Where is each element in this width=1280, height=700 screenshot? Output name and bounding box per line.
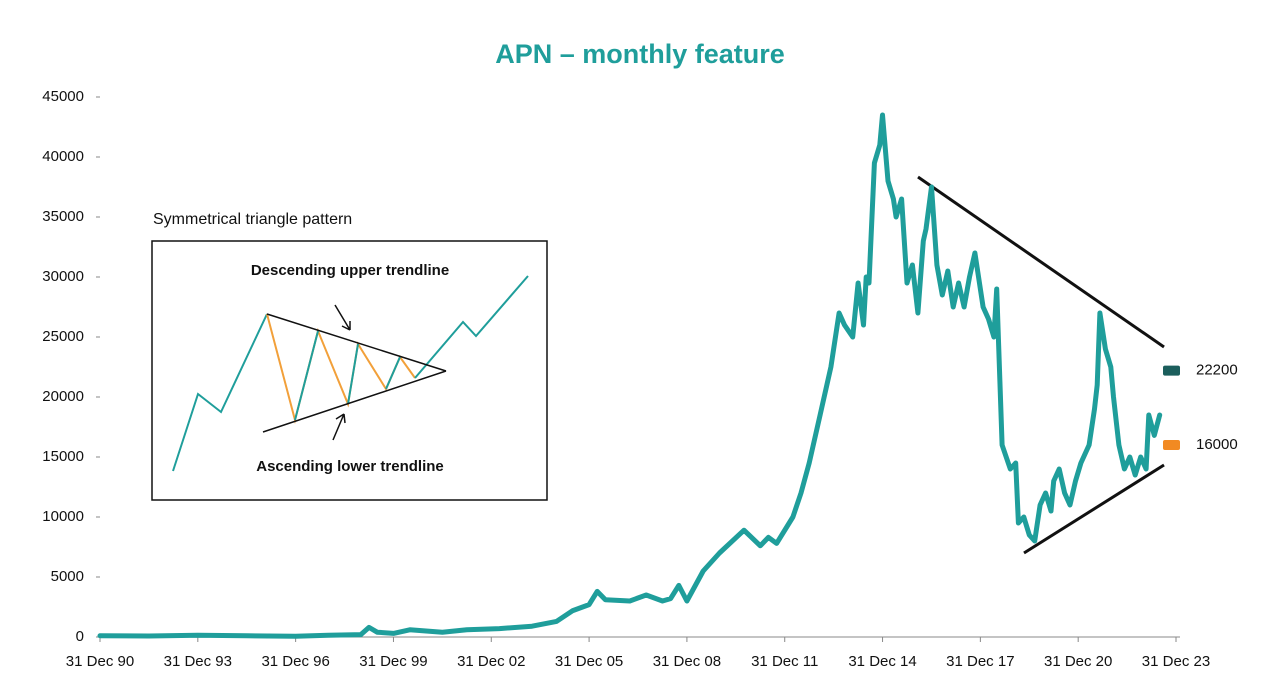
y-tick-label: 35000 (42, 208, 84, 225)
lower-trendline (1023, 463, 1165, 555)
level-marker (1163, 440, 1180, 450)
level-label: 16000 (1196, 436, 1238, 453)
inset-arrow (334, 304, 351, 331)
y-tick-label: 10000 (42, 508, 84, 525)
inset-upper-label: Descending upper trendline (251, 262, 449, 279)
inset-zigzag-up (294, 330, 319, 421)
level-label: 22200 (1196, 362, 1238, 379)
x-tick-label: 31 Dec 20 (1044, 653, 1112, 670)
y-tick-label: 30000 (42, 268, 84, 285)
inset-breakout (414, 275, 529, 379)
x-tick-label: 31 Dec 11 (751, 653, 818, 670)
chart-title: APN – monthly feature (495, 39, 785, 69)
x-tick-label: 31 Dec 99 (359, 653, 427, 670)
x-tick-label: 31 Dec 02 (457, 653, 525, 670)
inset-zigzag-up (347, 343, 359, 405)
inset-zigzag-up (385, 356, 401, 390)
x-tick-label: 31 Dec 90 (66, 653, 134, 670)
inset-lower-label: Ascending lower trendline (256, 458, 444, 475)
inset-zigzag (266, 313, 416, 424)
inset-lower-trendline (262, 370, 447, 433)
x-tick-label: 31 Dec 93 (164, 653, 232, 670)
level-marker (1163, 365, 1180, 376)
y-tick-label: 5000 (51, 568, 84, 585)
x-tick-label: 31 Dec 05 (555, 653, 623, 670)
inset-upper-trendline (266, 313, 447, 372)
y-tick-label: 20000 (42, 388, 84, 405)
inset-line (172, 313, 268, 472)
x-tick-label: 31 Dec 23 (1142, 653, 1210, 670)
y-tick-label: 40000 (42, 148, 84, 165)
y-tick-label: 45000 (42, 88, 84, 105)
y-tick-label: 25000 (42, 328, 84, 345)
inset: Symmetrical triangle pattern Descending … (151, 211, 548, 501)
inset-arrow (332, 413, 346, 441)
price-line (97, 112, 1163, 639)
x-tick-label: 31 Dec 08 (653, 653, 721, 670)
y-tick-label: 0 (76, 628, 84, 645)
upper-trendline (917, 175, 1165, 349)
inset-box (151, 240, 548, 501)
inset-title: Symmetrical triangle pattern (153, 211, 352, 228)
x-tick-label: 31 Dec 96 (261, 653, 329, 670)
x-tick-label: 31 Dec 17 (946, 653, 1014, 670)
y-tick-label: 15000 (42, 448, 84, 465)
x-tick-label: 31 Dec 14 (848, 653, 916, 670)
